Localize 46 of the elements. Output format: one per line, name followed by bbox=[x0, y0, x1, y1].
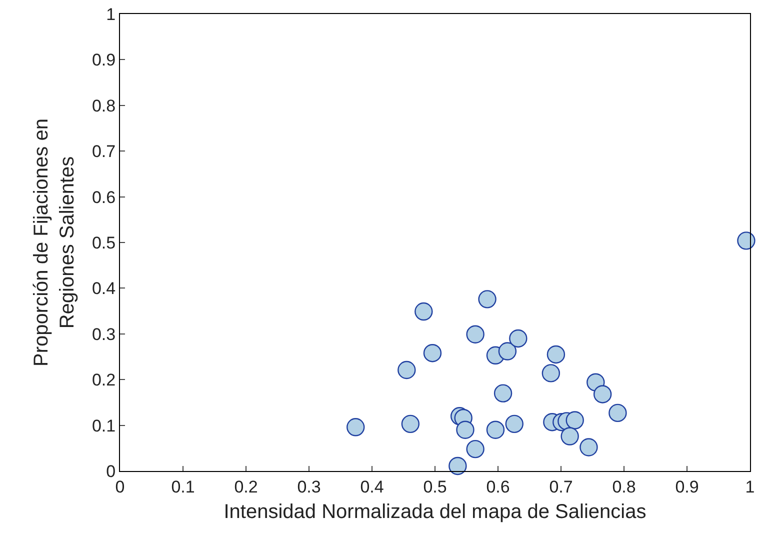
point bbox=[505, 414, 524, 434]
x-tick-label: 0.9 bbox=[675, 477, 699, 496]
x-tick-label: 1 bbox=[745, 477, 755, 496]
point bbox=[580, 438, 598, 456]
x-tick-label: 0.7 bbox=[549, 477, 573, 496]
y-axis-title: Proporción de Fijaciones en Regiones Salientes bbox=[30, 118, 78, 366]
y-tick-label: 0.7 bbox=[92, 142, 116, 162]
x-tick-label: 0.6 bbox=[486, 477, 510, 496]
y-tick-label: 0 bbox=[106, 462, 116, 481]
point bbox=[456, 420, 474, 439]
point bbox=[398, 360, 416, 380]
x-tick-label: 0.8 bbox=[612, 477, 636, 496]
point bbox=[498, 342, 517, 360]
point bbox=[466, 325, 484, 344]
point bbox=[566, 411, 584, 430]
point bbox=[478, 290, 496, 308]
x-tick-label: 0.5 bbox=[423, 477, 447, 496]
x-tick-label: 0.2 bbox=[234, 477, 258, 496]
y-tick-label: 0.8 bbox=[92, 96, 116, 116]
point bbox=[737, 232, 756, 250]
y-tick-label: 0.5 bbox=[92, 233, 116, 252]
y-tick-label: 0.2 bbox=[92, 370, 116, 390]
point bbox=[509, 329, 528, 348]
y-tick-label: 0.1 bbox=[92, 416, 116, 436]
x-tick-label: 0.1 bbox=[171, 477, 195, 496]
point bbox=[560, 427, 579, 446]
point bbox=[423, 344, 442, 362]
point bbox=[608, 404, 627, 422]
x-tick-label: 0.3 bbox=[297, 477, 321, 496]
point bbox=[346, 418, 365, 436]
y-tick-label: 0.3 bbox=[92, 324, 116, 344]
point bbox=[466, 440, 484, 458]
point bbox=[401, 414, 420, 434]
point bbox=[448, 456, 467, 476]
point bbox=[546, 345, 566, 364]
y-tick-label: 0.4 bbox=[92, 279, 116, 298]
point bbox=[494, 384, 512, 402]
y-tick-label: 0.9 bbox=[92, 50, 116, 70]
y-tick-label: 0.6 bbox=[92, 188, 116, 207]
point bbox=[486, 420, 505, 439]
x-axis-title: Intensidad Normalizada del mapa de Saliencias bbox=[224, 500, 646, 523]
y-tick-label: 1 bbox=[106, 4, 116, 24]
point bbox=[593, 385, 612, 404]
point bbox=[542, 364, 560, 382]
point bbox=[414, 302, 433, 321]
x-tick-label: 0.4 bbox=[360, 477, 384, 496]
